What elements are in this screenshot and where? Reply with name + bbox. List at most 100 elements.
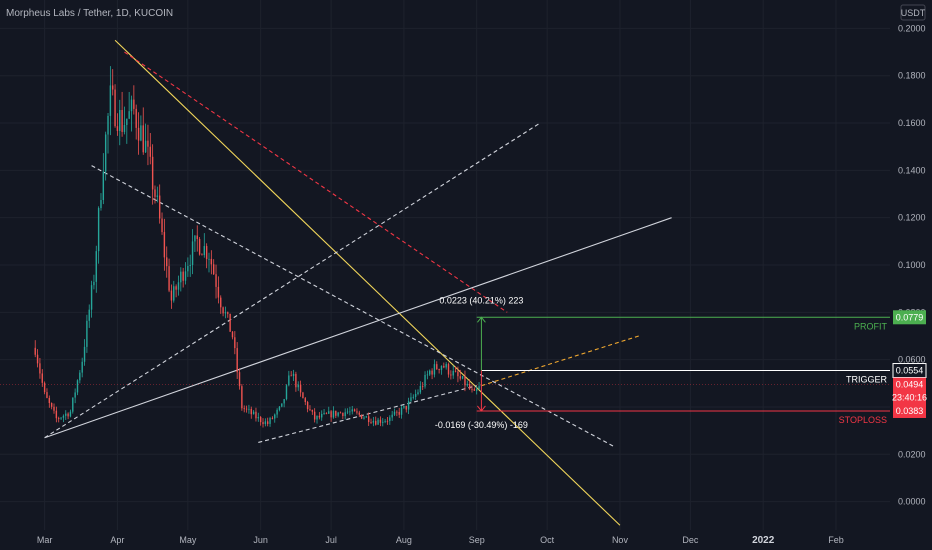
candle-body [457,371,459,377]
candle-body [473,389,476,391]
candle-body [151,156,154,190]
time-tick: 2022 [752,535,775,546]
channel-bottom-dashed [258,385,477,443]
candle-body [424,374,426,387]
candle-body [267,421,269,424]
price-axis-badges: 0.0779 0.0554 0.0383 0.0494 23:40:16 [892,310,927,418]
candle-body [166,257,168,267]
candle-body [461,376,464,379]
currency-label: USDT [901,8,926,18]
price-tick: 0.0200 [898,449,926,459]
price-tick: 0.1800 [898,71,926,81]
candle-body [421,385,424,387]
candle-body [410,397,412,402]
candle-body [62,415,65,418]
candle-body [67,413,69,417]
candle-body [135,108,137,128]
candle-body [269,418,271,424]
candle-body [76,380,79,393]
candle-body [447,364,450,375]
candle-body [100,200,102,209]
candle-body [358,412,360,415]
candle-body [344,412,346,417]
profit-price-badge [893,310,926,325]
candle-body [177,282,180,290]
candle-body [475,389,478,391]
price-tick: 0.0600 [898,355,926,365]
candle-body [384,420,386,422]
candle-body [69,411,72,417]
candle-body [396,411,398,413]
candle-body [198,238,201,255]
time-tick: Oct [540,535,555,545]
time-axis[interactable]: Mar Apr May Jun Jul Aug Sep Oct Nov Dec 2022 Feb [37,535,844,546]
candle-body [250,408,252,415]
candle-body [243,408,245,410]
price-axis-panel[interactable] [890,0,932,530]
candle-body [386,420,389,422]
candle-body [389,417,391,422]
candle-body [208,258,210,260]
candle-body [86,320,88,347]
candle-body [248,408,250,410]
candle-body [128,111,130,119]
candle-body [454,370,457,372]
candle-body [161,218,163,233]
candle-body [351,409,353,412]
candle-body [379,419,382,423]
currency-badge[interactable] [900,4,926,21]
candle-body [126,118,128,125]
time-tick: Feb [828,535,844,545]
candle-body [217,286,220,298]
candle-body [478,386,480,390]
candle-body [234,337,236,349]
candle-body [393,411,396,415]
candle-body [445,364,447,368]
candle-body [72,397,74,412]
candle-body [121,109,123,132]
candle-body [342,412,344,417]
time-tick: May [179,535,197,545]
candle-body [109,85,112,116]
time-axis-panel[interactable] [0,530,932,550]
candle-body [292,373,295,376]
candle-body [224,312,227,314]
candle-body [276,409,278,415]
candle-body [306,402,309,410]
candle-body [50,402,53,407]
stoploss-price-badge [893,403,926,418]
candle-body [65,413,67,416]
candle-body [212,264,215,275]
time-tick: Jul [325,535,337,545]
candle-body [107,115,109,135]
candle-body [377,419,379,425]
candle-body [175,286,177,290]
candle-body [436,364,438,370]
candle-body [184,271,187,281]
trigger-price-value: 0.0554 [896,366,924,376]
red-dashed-line [124,51,508,313]
trade-levels[interactable]: PROFIT TRIGGER STOPLOSS [476,316,890,425]
candle-body [194,235,196,242]
candle-body [316,415,318,420]
candle-body [245,408,248,410]
profit-price-value: 0.0779 [896,312,924,322]
time-tick: Sep [469,535,485,545]
candle-body [450,374,452,376]
candle-body [318,415,321,418]
candle-body [236,348,238,373]
candle-body [330,411,332,418]
trend-lines[interactable] [44,39,672,526]
candle-body [370,422,372,423]
candle-body [431,370,433,375]
candle-body [295,373,297,388]
candle-body [304,398,306,403]
candle-body [48,397,51,403]
profit-measure-label: 0.0223 (40.21%) 223 [439,295,523,305]
candle-body [271,418,274,419]
price-tick: 0.1400 [898,165,926,175]
candle-body [140,125,142,141]
profit-measure-arrow [477,316,486,323]
